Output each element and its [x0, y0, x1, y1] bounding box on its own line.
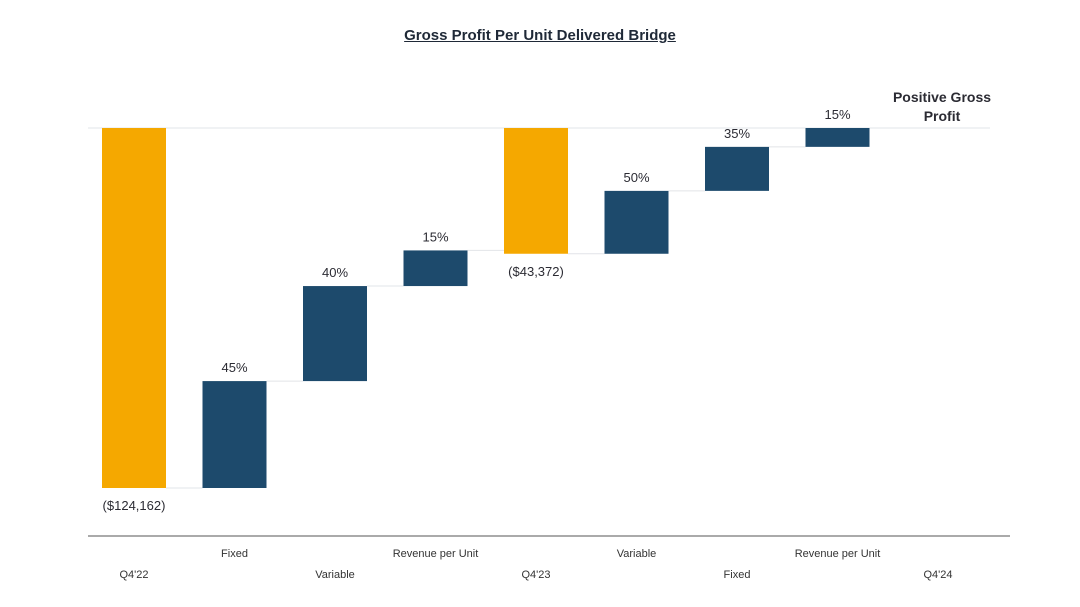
- bar-label-8: 15%: [824, 107, 850, 122]
- bar-label-4: 15%: [422, 229, 448, 244]
- bar-4: [403, 250, 468, 287]
- bar-label-7: 35%: [724, 126, 750, 141]
- positive-gross-profit-annotation: Positive Gross Profit: [892, 89, 992, 124]
- bar-label-1: ($124,162): [103, 498, 166, 513]
- x-tick-label-4: Revenue per Unit: [393, 548, 479, 560]
- x-tick-label-2: Fixed: [221, 548, 248, 560]
- bar-3: [303, 286, 367, 382]
- x-tick-label-8: Revenue per Unit: [795, 548, 881, 560]
- x-tick-label-5: Q4'23: [521, 569, 550, 581]
- x-tick-label-7: Fixed: [724, 569, 751, 581]
- bar-label-3: 40%: [322, 265, 348, 280]
- bar-7: [705, 146, 769, 191]
- bar-1: [102, 128, 166, 488]
- x-tick-label-1: Q4'22: [119, 569, 148, 581]
- x-tick-label-3: Variable: [315, 569, 355, 581]
- bar-label-2: 45%: [221, 360, 247, 375]
- bar-label-6: 50%: [623, 170, 649, 185]
- x-tick-label-9: Q4'24: [923, 569, 952, 581]
- bar-6: [604, 190, 669, 254]
- bar-8: [805, 128, 870, 147]
- chart-title: Gross Profit Per Unit Delivered Bridge: [404, 27, 676, 44]
- bar-5: [504, 128, 568, 254]
- bar-label-5: ($43,372): [508, 264, 564, 279]
- bar-2: [202, 381, 267, 488]
- x-tick-label-6: Variable: [617, 548, 657, 560]
